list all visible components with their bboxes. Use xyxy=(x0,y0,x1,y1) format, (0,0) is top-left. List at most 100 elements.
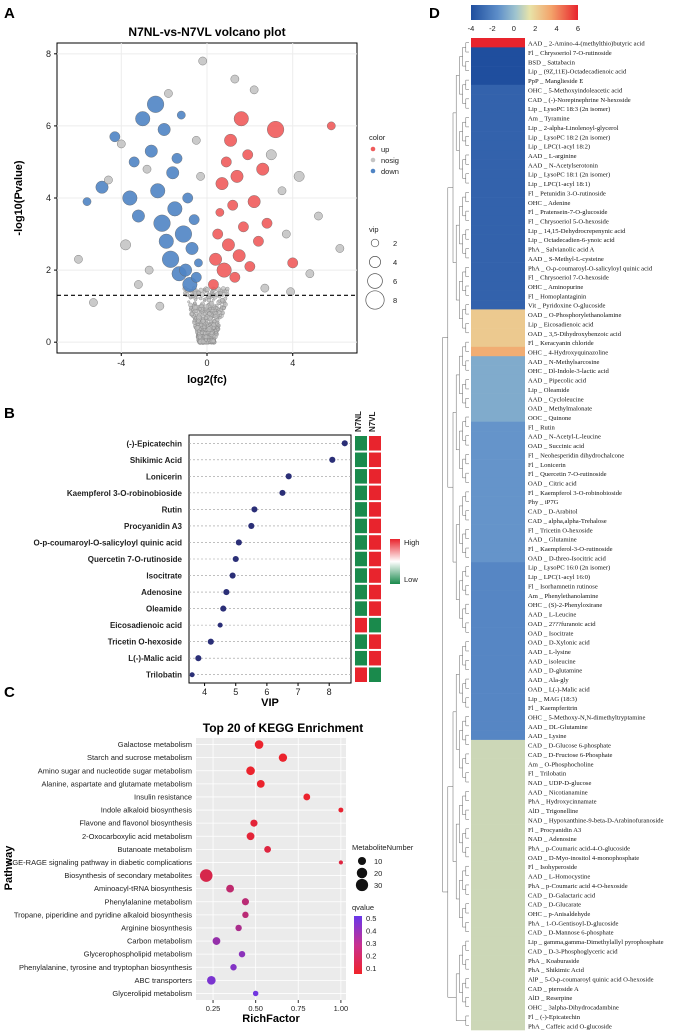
vip-point xyxy=(248,522,255,529)
heatmap-cell xyxy=(471,711,525,722)
heatmap-cell xyxy=(471,702,525,713)
heatmap-cell xyxy=(471,590,525,600)
heatmap-cell xyxy=(471,393,525,404)
heatmap-row-label: OHC _ Dl-Indole-3-lactic acid xyxy=(528,368,609,375)
heatmap-row: OHC _ 5-Methoxy-N,N-dimethyltryptamine xyxy=(471,711,645,722)
heatmap-row-label: Fl _ Neohesperidin dihydrochalcone xyxy=(528,452,624,459)
vip-cell-n7nl xyxy=(355,650,367,666)
volcano-point-up xyxy=(247,195,261,209)
heatmap-cell xyxy=(471,468,525,479)
legend-qvalue-label: 0.1 xyxy=(366,964,376,973)
dendrogram-branch xyxy=(459,580,463,619)
volcano-point-nosig xyxy=(218,316,222,320)
heatmap-row-label: PhA _ Caffeic acid O-glucoside xyxy=(528,1023,612,1030)
kegg-row: Alanine, aspartate and glutamate metabol… xyxy=(41,779,265,788)
dendrogram-branch xyxy=(465,416,469,427)
heatmap-cell xyxy=(471,487,525,497)
heatmap-row: AAD _ Pipecolic acid xyxy=(471,374,587,385)
volcano-xtick-label: 0 xyxy=(204,358,209,368)
heatmap-cell xyxy=(471,889,525,900)
legend-color-dot-down xyxy=(370,168,376,174)
heatmap-row: OHC _ p-Anisaldehyde xyxy=(471,908,590,918)
vip-row-label: Rutin xyxy=(162,505,183,514)
heatmap-cell xyxy=(471,618,525,628)
heatmap-row: AAD _ Cycloleucine xyxy=(471,393,584,404)
heatmap-cell xyxy=(471,505,525,516)
vip-point xyxy=(232,555,239,563)
heatmap-row-label: CAD _ pteroside A xyxy=(528,986,579,993)
heatmap-row: Lip _ 14,15-Dehydrocrepenynic acid xyxy=(471,225,626,235)
legend-size-label: 30 xyxy=(374,881,382,890)
kegg-row-label: Flavone and flavonol biosynthesis xyxy=(79,819,192,828)
heatmap-cell xyxy=(471,56,525,67)
kegg-title: Top 20 of KEGG Enrichment xyxy=(203,721,363,735)
volcano-point-nosig xyxy=(214,330,218,335)
heatmap-cell xyxy=(471,730,525,741)
dendrogram-branch xyxy=(462,683,466,703)
volcano-point-up xyxy=(224,133,237,147)
dendrogram-branch xyxy=(462,234,466,254)
volcano-point-nosig xyxy=(207,338,211,342)
kegg-row-label: Butanoate metabolism xyxy=(117,845,192,854)
legend-vip-circle xyxy=(370,238,380,248)
heatmap-row: Vit _ Pyridoxine O-glucoside xyxy=(471,300,606,310)
heatmap-row: Lip _ gamma,gamma-Dimethylallyl pyrophos… xyxy=(471,936,664,946)
heatmap-row: AAD _ L-Leucine xyxy=(471,608,576,619)
heatmap-row: AAD _ L-Homocystine xyxy=(471,870,590,881)
volcano-point-down xyxy=(147,95,165,113)
vip-row-label: Isocitrate xyxy=(146,572,182,581)
heatmap-row: CAD _ D-Arabitol xyxy=(471,505,578,516)
heatmap-row: Fl _ Procyanidin A3 xyxy=(471,824,582,834)
dendrogram-branch xyxy=(462,458,466,479)
vip-cell-n7nl xyxy=(355,502,367,517)
volcano-point-down xyxy=(109,131,121,143)
kegg-qvalue-bar xyxy=(354,916,362,974)
heatmap-row-label: Lip _ (9Z,11E)-Octadecadienoic acid xyxy=(528,69,627,76)
heatmap-row: Fl _ Quercetin 7-O-rutinoside xyxy=(471,468,607,478)
dendrogram-branch xyxy=(462,533,466,553)
group-label-n7vl: N7VL xyxy=(368,411,377,432)
heatmap-row-label: OAD _ Citric acid xyxy=(528,481,577,488)
heatmap-row-label: OAD _ 2???furanoic acid xyxy=(528,621,596,628)
volcano-point-nosig xyxy=(305,269,315,278)
heatmap-row: PhA _ Salvianolic acid A xyxy=(471,243,595,254)
volcano-point-nosig xyxy=(204,315,209,320)
heatmap-row: AAD _ Nicotianamine xyxy=(471,786,588,796)
volcano-point-up xyxy=(242,149,254,161)
volcano-point-nosig xyxy=(265,149,277,161)
kegg-point xyxy=(278,753,288,762)
heatmap-cell xyxy=(471,721,525,731)
dendrogram-branch xyxy=(465,697,469,708)
kegg-row-label: Tropane, piperidine and pyridine alkaloi… xyxy=(14,910,192,919)
vip-cell-n7nl xyxy=(355,617,367,633)
heatmap-row: Fl _ Trilobatin xyxy=(471,767,567,778)
vip-point xyxy=(235,539,242,546)
vip-row-label: Eicosadienoic acid xyxy=(110,621,182,630)
heatmap-row-label: CAD _ D-Arabitol xyxy=(528,509,578,516)
vip-point xyxy=(223,589,230,596)
colorbar-tick-label: 6 xyxy=(576,24,580,33)
kegg-point xyxy=(238,950,246,958)
heatmap-cell xyxy=(471,562,525,572)
vip-cell-n7vl xyxy=(369,667,381,682)
heatmap-row-label: AlP _ 5-O-p-coumaroyl quinic acid O-hexo… xyxy=(528,977,654,984)
heatmap-row-label: OAD _ Methylmalonate xyxy=(528,406,592,413)
heatmap-row-label: Fl _ Keracyanin chloride xyxy=(528,340,594,347)
kegg-point xyxy=(199,869,213,882)
heatmap-cell xyxy=(471,992,525,1003)
heatmap-row: AlP _ 5-O-p-coumaroyl quinic acid O-hexo… xyxy=(471,973,654,984)
kegg-plot-panel: Top 20 of KEGG Enrichment Galactose meta… xyxy=(3,721,414,1025)
heatmap-cell xyxy=(471,805,525,816)
volcano-ytick-label: 0 xyxy=(46,337,51,347)
heatmap-cell xyxy=(471,131,525,142)
heatmap-cell xyxy=(471,674,525,685)
legend-vip-label: 8 xyxy=(393,296,397,305)
volcano-point-nosig xyxy=(196,172,205,181)
volcano-point-up xyxy=(229,271,241,283)
dendrogram-branch xyxy=(465,959,469,970)
heatmap-row: Lip _ Oleamide xyxy=(471,384,569,394)
dendrogram-branch xyxy=(455,973,466,1021)
kegg-legend: MetaboliteNumber qvalue 10 20 30 0.5 0.4 0.3 0… xyxy=(352,843,414,974)
heatmap-row-label: AAD _ S-Methyl-L-cysteine xyxy=(528,256,604,263)
vip-cell-n7vl xyxy=(369,617,381,633)
